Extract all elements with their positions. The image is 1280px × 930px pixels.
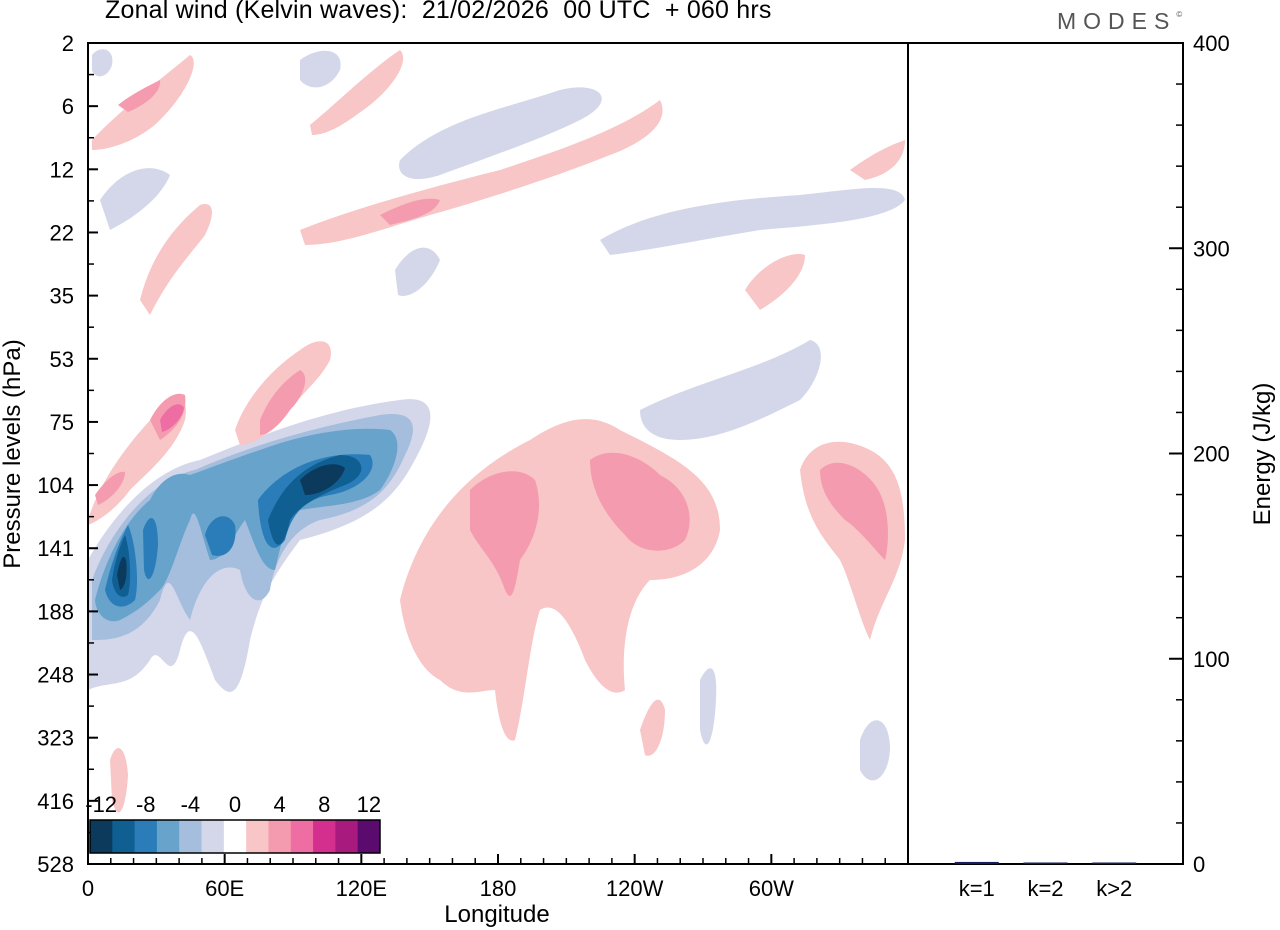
westerly-tilt-upper-left (140, 204, 212, 315)
pressure-tick-label: 6 (62, 94, 74, 119)
westerly-contour-6-f (380, 198, 440, 225)
pressure-tick-label: 323 (37, 726, 74, 751)
colorbar-swatch (335, 820, 359, 853)
colorbar-swatch (156, 820, 180, 853)
longitude-tick-label: 60W (749, 876, 794, 901)
energy-axis-title: Energy (J/kg) (1249, 383, 1276, 526)
pressure-tick-label: 35 (50, 284, 74, 309)
energy-tick-label: 100 (1193, 647, 1230, 672)
westerly-contour-6-a (470, 471, 540, 596)
pressure-tick-label: 2 (62, 31, 74, 56)
colorbar-label: -8 (136, 792, 156, 817)
x-axis-title: Longitude (444, 901, 549, 928)
easterly-patch-upper-left (100, 168, 170, 230)
energy-category-label: k=2 (1027, 876, 1063, 901)
pressure-tick-label: 22 (50, 220, 74, 245)
westerly-contour-6-e (260, 370, 306, 435)
colorbar-swatch (201, 820, 225, 853)
colorbar-label: 4 (273, 792, 285, 817)
easterly-contour-10 (112, 455, 362, 597)
pressure-tick-label: 141 (37, 536, 74, 561)
colorbar: -12 -8 -4 0 4 8 12 (85, 792, 381, 854)
easterly-patch-upper-mid (399, 87, 602, 180)
colorbar-swatch (268, 820, 292, 853)
pressure-tick-label: 104 (37, 473, 74, 498)
logo-copyright-mark: © (1176, 10, 1183, 19)
colorbar-swatch (179, 820, 203, 853)
energy-axis: 0 100 200 300 400 (1169, 31, 1230, 877)
energy-bars: k=1 k=2 k>2 (954, 861, 1137, 901)
pressure-tick-label: 12 (50, 157, 74, 182)
colorbar-swatch (134, 820, 158, 853)
pressure-tick-label: 188 (37, 599, 74, 624)
colorbar-swatch (313, 820, 336, 853)
colorbar-swatch (112, 820, 136, 853)
colorbar-swatch (223, 820, 247, 853)
westerly-patch-bottom-left (110, 748, 128, 813)
longitude-tick-label: 0 (82, 876, 94, 901)
westerly-patch-top (310, 50, 404, 135)
easterly-streak-upper-right (600, 188, 905, 255)
westerly-patch-lower (640, 699, 665, 756)
chart-title: Zonal wind (Kelvin waves): 21/02/2026 00… (105, 0, 772, 24)
pressure-tick-label: 416 (37, 789, 74, 814)
westerly-patch-upper-right (745, 254, 805, 310)
colorbar-label: 8 (318, 792, 330, 817)
easterly-patch-mid (395, 247, 440, 296)
colorbar-label: -12 (85, 792, 117, 817)
pressure-tick-label: 528 (37, 852, 74, 877)
easterly-patch-lower-right (860, 720, 890, 781)
longitude-axis: 0 60E 120E 180 120W 60W (82, 854, 886, 901)
easterly-streak-lower (700, 668, 717, 745)
easterly-region-upper-east (640, 340, 821, 440)
zonal-wind-field (88, 49, 905, 813)
energy-tick-label: 400 (1193, 31, 1230, 56)
pressure-tick-label: 53 (50, 347, 74, 372)
y-axis-title: Pressure levels (hPa) (0, 339, 26, 568)
modes-logo: MODES© (1057, 8, 1182, 35)
colorbar-swatch (246, 820, 269, 853)
pressure-tick-label: 75 (50, 410, 74, 435)
westerly-region-central (400, 419, 720, 741)
westerly-streak-top-right (850, 140, 905, 180)
energy-tick-label: 300 (1193, 236, 1230, 261)
logo-text: MODES (1057, 8, 1177, 34)
energy-category-label: k>2 (1096, 876, 1132, 901)
longitude-tick-label: 120E (336, 876, 387, 901)
longitude-tick-label: 180 (480, 876, 517, 901)
energy-bar (1023, 862, 1068, 864)
energy-tick-label: 0 (1193, 852, 1205, 877)
westerly-contour-6-b (590, 452, 690, 551)
colorbar-swatch (290, 820, 314, 853)
energy-category-label: k=1 (959, 876, 995, 901)
easterly-patch-top-left (92, 49, 113, 77)
westerly-contour-8 (160, 404, 184, 432)
colorbar-label: 12 (357, 792, 381, 817)
colorbar-swatch (357, 820, 381, 853)
easterly-core-12 (117, 464, 345, 590)
energy-tick-label: 200 (1193, 442, 1230, 467)
energy-bar (1092, 862, 1137, 864)
westerly-contour-6-c (820, 462, 888, 560)
colorbar-swatch (90, 820, 113, 853)
westerly-contour-6-h (95, 471, 125, 505)
longitude-tick-label: 60E (205, 876, 244, 901)
longitude-tick-label: 120W (606, 876, 664, 901)
colorbar-frame (89, 819, 381, 854)
colorbar-label: -4 (181, 792, 201, 817)
colorbar-label: 0 (229, 792, 241, 817)
westerly-streak-upper (300, 100, 663, 245)
westerly-contour-6-g (118, 80, 161, 112)
pressure-axis: 2 6 12 22 35 53 75 104 141 188 248 323 416 528 (37, 31, 98, 877)
pressure-tick-label: 248 (37, 663, 74, 688)
easterly-patch-top (300, 50, 341, 88)
energy-bar (954, 861, 999, 864)
